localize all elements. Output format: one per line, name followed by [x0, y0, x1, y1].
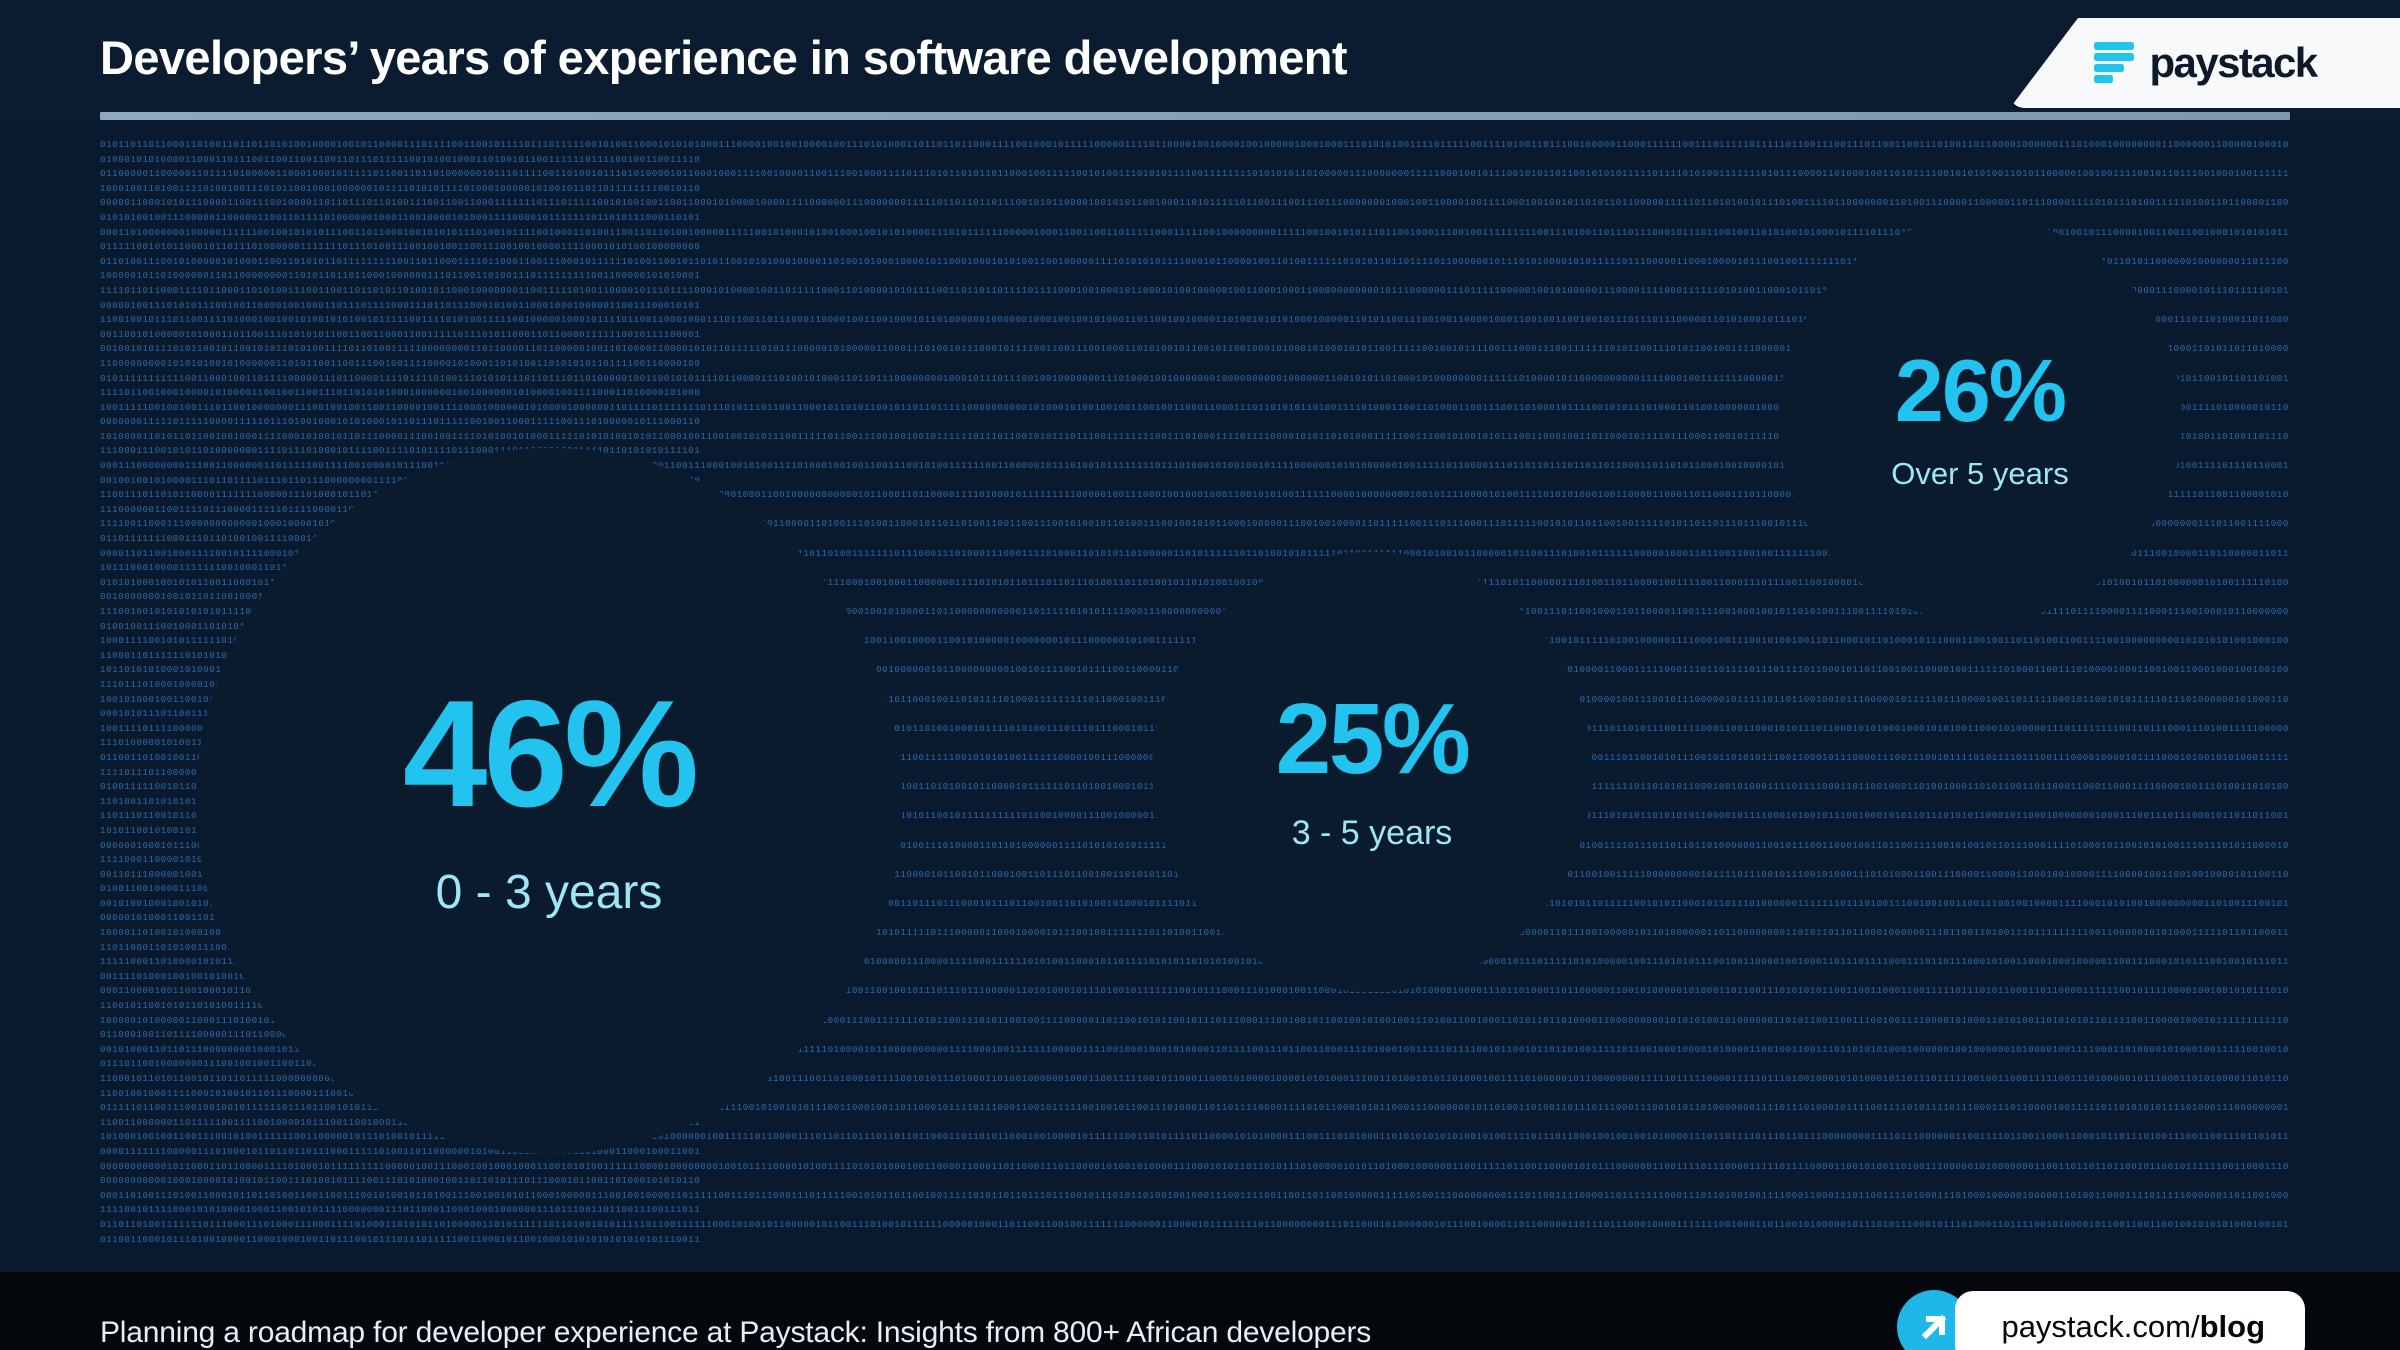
- blog-url-pill[interactable]: paystack.com/blog: [1955, 1291, 2305, 1350]
- page-title: Developers’ years of experience in softw…: [100, 31, 1348, 84]
- footer-bar: Planning a roadmap for developer experie…: [0, 1272, 2400, 1350]
- main-panel: 0101101101100011010011011011010100100001…: [0, 0, 2400, 1272]
- paystack-wordmark: paystack: [2149, 39, 2319, 86]
- stat-label-over-5-years: Over 5 years: [1891, 455, 2069, 491]
- paystack-brand-badge[interactable]: paystack: [2010, 18, 2400, 108]
- footer-link-group[interactable]: paystack.com/blog: [1897, 1290, 2305, 1350]
- header-band: [0, 0, 2400, 125]
- stat-label-3-5-years: 3 - 5 years: [1291, 813, 1453, 852]
- stat-label-0-3-years: 0 - 3 years: [435, 865, 663, 919]
- title-underline-rule: [100, 112, 2290, 120]
- stat-bubble-3-5-years: 25% 3 - 5 years: [1152, 552, 1592, 992]
- stat-value-over-5-years: 26%: [1894, 341, 2067, 441]
- stat-value-0-3-years: 46%: [402, 669, 699, 840]
- blog-url-prefix: paystack.com/: [2001, 1309, 2200, 1344]
- blog-url-suffix: blog: [2199, 1309, 2265, 1344]
- paystack-stacked-bars-icon: [2093, 42, 2134, 84]
- stat-value-3-5-years: 25%: [1275, 682, 1471, 795]
- stat-bubble-0-3-years: 46% 0 - 3 years: [196, 448, 902, 1154]
- footer-caption: Planning a roadmap for developer experie…: [100, 1316, 1372, 1349]
- stat-bubble-over-5-years: 26% Over 5 years: [1778, 218, 2182, 622]
